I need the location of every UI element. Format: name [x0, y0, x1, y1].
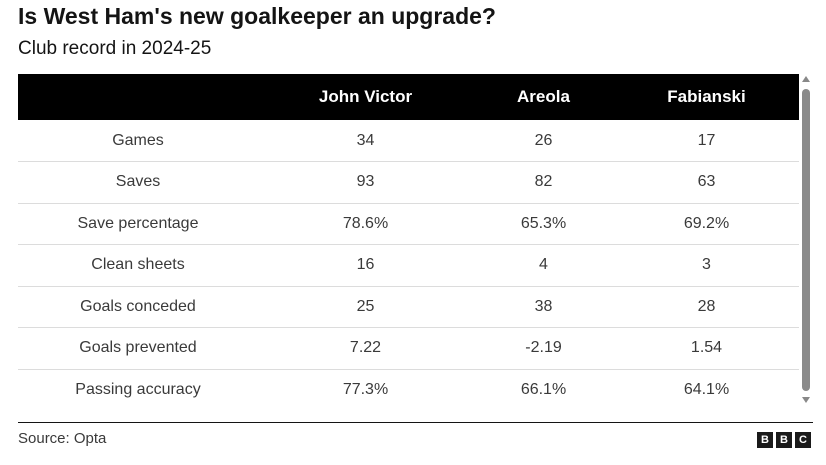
- table-cell: 78.6%: [342, 214, 389, 232]
- table-header: John Victor Areola Fabianski: [18, 74, 799, 120]
- column-header-metric: [18, 74, 258, 120]
- table-cell: -2.19: [525, 339, 562, 357]
- row-label: Goals conceded: [80, 297, 196, 315]
- table-cell: 1.54: [690, 339, 723, 357]
- table-cell: 7.22: [349, 339, 382, 357]
- chart-subtitle: Club record in 2024-25: [18, 38, 212, 59]
- scrollbar[interactable]: [802, 76, 810, 406]
- table-cell: 65.3%: [520, 214, 567, 232]
- scroll-up-arrow-icon[interactable]: [802, 76, 810, 82]
- table-row: Clean sheets 16 4 3: [18, 245, 799, 286]
- row-label: Games: [112, 131, 164, 149]
- column-header-player: Fabianski: [667, 87, 746, 106]
- table-row: Saves 93 82 63: [18, 162, 799, 203]
- table-row: Games 34 26 17: [18, 120, 799, 162]
- bbc-logo: B B C: [757, 432, 811, 448]
- table-cell: 93: [356, 173, 375, 191]
- table-cell: 63: [697, 173, 716, 191]
- table-cell: 16: [356, 256, 375, 274]
- stats-table: John Victor Areola Fabianski Games 34 26 17 Sa…: [18, 74, 799, 410]
- table-cell: 17: [697, 131, 716, 149]
- table-cell: 28: [697, 297, 716, 315]
- stats-table-container[interactable]: John Victor Areola Fabianski Games 34 26 17 Sa…: [18, 74, 799, 410]
- table-cell: 3: [702, 256, 711, 274]
- column-header-player: Areola: [517, 87, 570, 106]
- source-note: Source: Opta: [18, 430, 107, 447]
- table-cell: 64.1%: [683, 380, 730, 398]
- row-label: Save percentage: [77, 214, 199, 232]
- table-cell: 26: [534, 131, 553, 149]
- table-cell: 38: [534, 297, 553, 315]
- row-label: Passing accuracy: [75, 380, 201, 398]
- footer-divider: [18, 422, 813, 423]
- scroll-down-arrow-icon[interactable]: [802, 397, 810, 403]
- row-label: Saves: [115, 173, 161, 191]
- chart-title: Is West Ham's new goalkeeper an upgrade?: [18, 3, 496, 29]
- bbc-logo-block: C: [795, 432, 811, 448]
- row-label: Goals prevented: [79, 339, 197, 357]
- table-body: Games 34 26 17 Saves 93 82 63 Save percentage 78.…: [18, 120, 799, 410]
- header-row: John Victor Areola Fabianski: [18, 74, 799, 120]
- column-header-player: John Victor: [318, 87, 413, 106]
- scrollbar-thumb[interactable]: [802, 89, 810, 391]
- bbc-logo-block: B: [776, 432, 792, 448]
- table-cell: 66.1%: [520, 380, 567, 398]
- table-cell: 82: [534, 173, 553, 191]
- table-row: Goals conceded 25 38 28: [18, 286, 799, 328]
- bbc-logo-block: B: [757, 432, 773, 448]
- table-row: Passing accuracy 77.3% 66.1% 64.1%: [18, 369, 799, 410]
- table-row: Goals prevented 7.22 -2.19 1.54: [18, 328, 799, 369]
- row-label: Clean sheets: [91, 256, 185, 274]
- table-cell: 25: [356, 297, 375, 315]
- table-cell: 69.2%: [683, 214, 730, 232]
- table-row: Save percentage 78.6% 65.3% 69.2%: [18, 203, 799, 245]
- table-cell: 34: [356, 131, 375, 149]
- table-cell: 4: [539, 256, 548, 274]
- table-cell: 77.3%: [342, 380, 389, 398]
